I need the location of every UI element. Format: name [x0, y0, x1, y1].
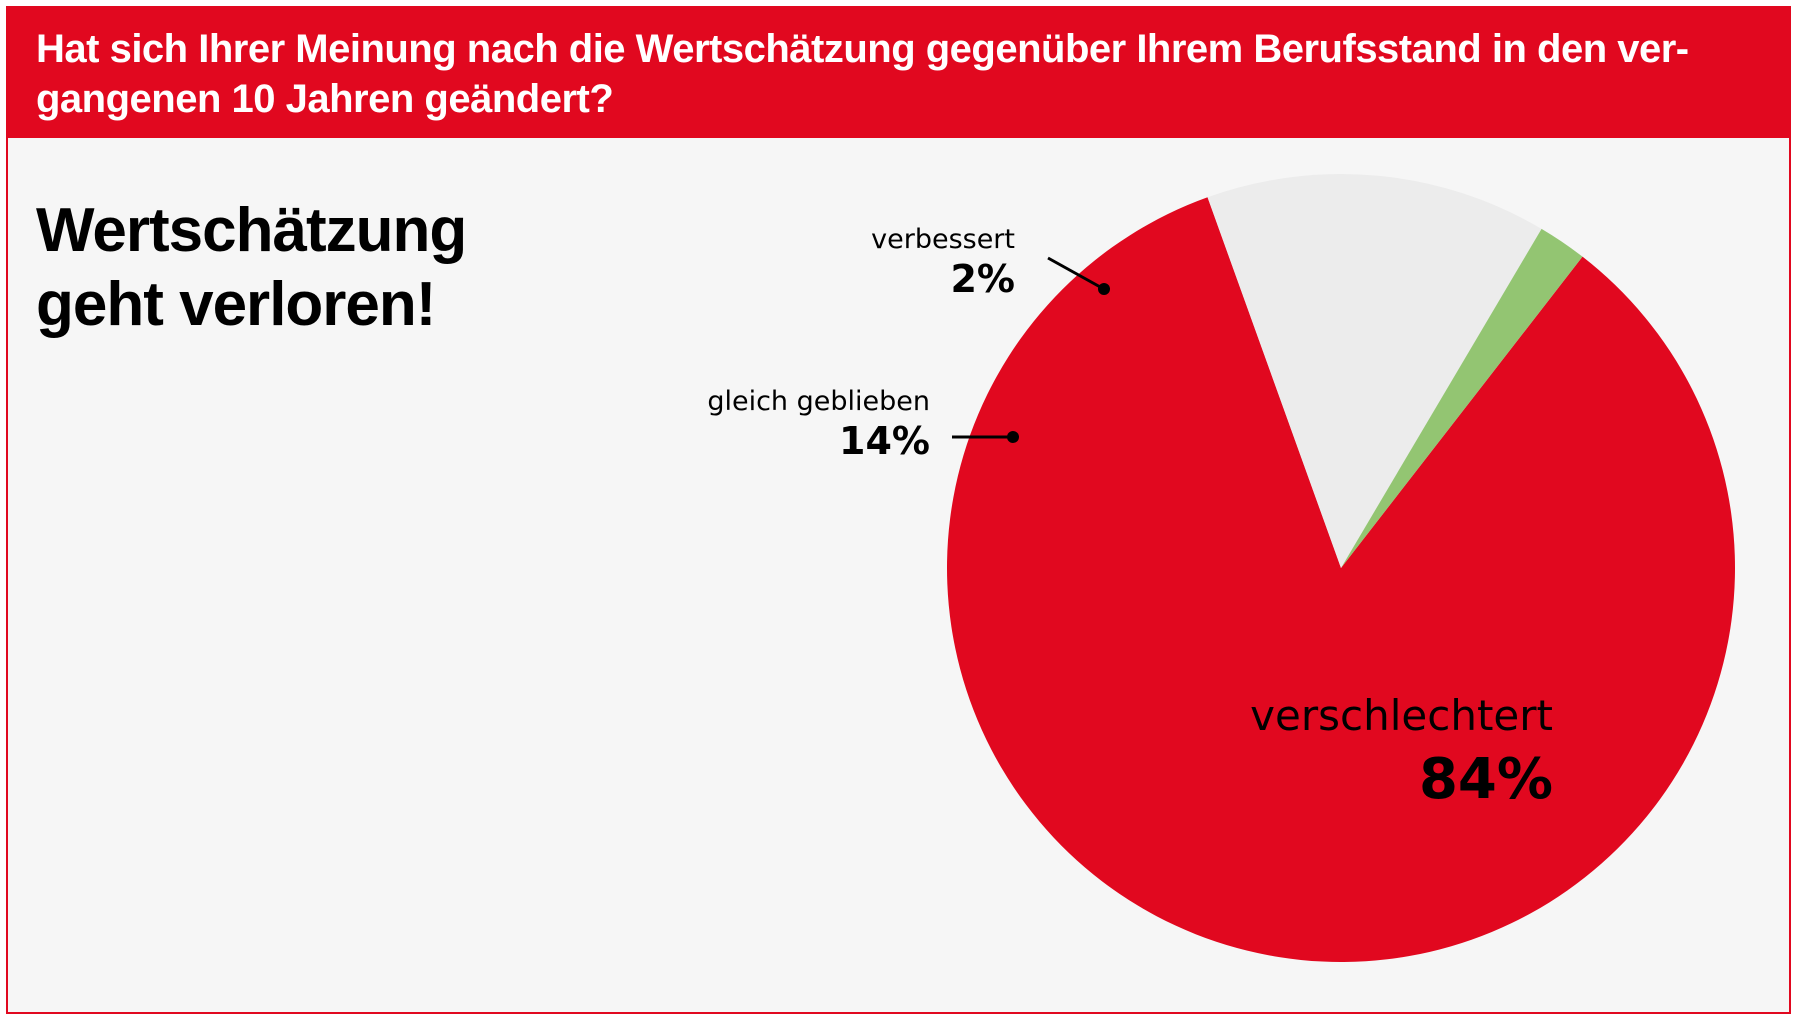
callout-verschlechtert: verschlechtert 84% [1250, 691, 1553, 812]
value-gleich-geblieben: 14% [839, 419, 930, 463]
leader-line-verbessert [1047, 256, 1103, 290]
callout-gleich-geblieben: gleich geblieben 14% [707, 386, 1019, 463]
label-verbessert: verbessert [871, 224, 1015, 255]
slice-verschlechtert [947, 197, 1736, 962]
survey-question: Hat sich Ihrer Meinung nach die Wertschä… [36, 27, 1689, 121]
value-verbessert: 2% [950, 257, 1015, 301]
pie-slices [947, 174, 1736, 962]
slice-gleich-geblieben [1207, 174, 1542, 568]
infographic-frame: Hat sich Ihrer Meinung nach die Wertschä… [6, 6, 1791, 1014]
leader-dot-verbessert [1098, 283, 1110, 295]
slice-verbessert [1341, 228, 1583, 568]
question-banner: Hat sich Ihrer Meinung nach die Wertschä… [8, 8, 1789, 138]
headline: Wertschätzung geht verloren! [36, 196, 467, 339]
pie-chart: verbessert 2% gleich geblieben 14% versc… [707, 174, 1736, 962]
leader-dot-gleich-geblieben [1007, 431, 1019, 443]
label-verschlechtert: verschlechtert [1250, 691, 1553, 740]
callout-verbessert: verbessert 2% [871, 224, 1110, 301]
value-verschlechtert: 84% [1419, 747, 1553, 812]
label-gleich-geblieben: gleich geblieben [707, 386, 930, 417]
